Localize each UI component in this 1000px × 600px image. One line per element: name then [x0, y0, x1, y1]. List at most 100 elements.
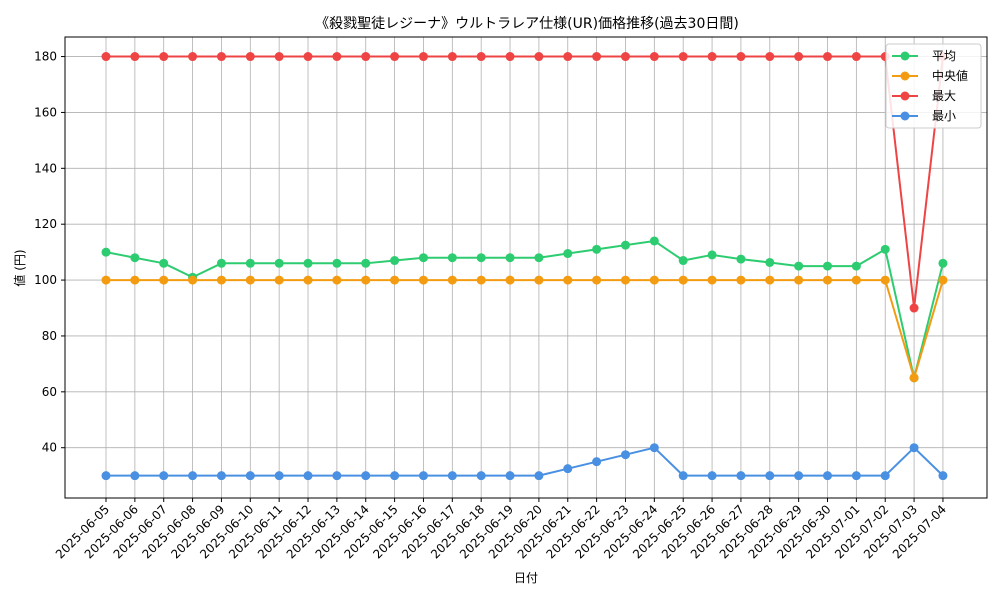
data-point [563, 275, 573, 285]
data-point [620, 275, 630, 285]
data-point [130, 275, 140, 285]
data-point [649, 236, 659, 246]
data-point [736, 52, 746, 62]
data-point [101, 275, 111, 285]
data-point [880, 244, 890, 254]
data-point [880, 471, 890, 481]
data-point [303, 275, 313, 285]
data-point [361, 471, 371, 481]
chart-title: 《殺戮聖徒レジーナ》ウルトラレア仕様(UR)価格推移(過去30日間) [315, 16, 739, 32]
data-point [620, 240, 630, 250]
data-point [678, 471, 688, 481]
data-point [794, 275, 804, 285]
data-point [274, 258, 284, 268]
data-point [476, 275, 486, 285]
data-point [216, 52, 226, 62]
data-point [620, 450, 630, 460]
y-tick-label: 60 [42, 385, 57, 399]
data-point [649, 443, 659, 453]
data-point [274, 52, 284, 62]
y-tick-label: 100 [34, 273, 57, 287]
data-point [447, 275, 457, 285]
data-point [332, 275, 342, 285]
data-point [794, 52, 804, 62]
legend-label: 中央値 [932, 68, 968, 83]
data-point [909, 443, 919, 453]
data-point [707, 471, 717, 481]
legend-marker [900, 111, 910, 121]
data-point [332, 52, 342, 62]
x-axis-label: 日付 [514, 571, 538, 585]
data-point [649, 275, 659, 285]
data-point [159, 258, 169, 268]
data-point [101, 247, 111, 257]
data-point [823, 261, 832, 271]
data-point [216, 471, 226, 481]
data-point [765, 471, 775, 481]
data-point [303, 471, 313, 481]
data-point [736, 471, 746, 481]
y-axis-label: 値 (円) [12, 249, 27, 286]
series-line-0 [105, 239, 944, 379]
data-point [447, 471, 457, 481]
grid [65, 37, 987, 498]
data-point [505, 471, 515, 481]
series-line-3 [106, 446, 944, 477]
data-point [592, 244, 602, 254]
data-point [823, 471, 832, 481]
legend-label: 最大 [932, 89, 956, 103]
data-point [476, 52, 486, 62]
legend-box [885, 43, 982, 129]
data-point [159, 52, 169, 62]
y-tick-label: 160 [34, 105, 57, 119]
series-line-2 [106, 55, 944, 310]
data-point [563, 52, 573, 62]
data-point [130, 471, 140, 481]
data-point [216, 275, 226, 285]
data-point [188, 275, 198, 285]
data-point [851, 471, 861, 481]
data-point [505, 275, 515, 285]
data-point [303, 52, 313, 62]
legend-label: 平均 [932, 49, 956, 63]
data-point [794, 261, 804, 271]
data-point [707, 275, 717, 285]
data-point [880, 275, 890, 285]
data-point [938, 471, 948, 481]
data-point [188, 52, 198, 62]
data-point [390, 471, 400, 481]
data-point [274, 471, 284, 481]
data-point [390, 275, 400, 285]
x-axis-ticks: 2025-06-052025-06-062025-06-072025-06-08… [53, 498, 949, 561]
data-point [938, 258, 948, 268]
data-point [303, 258, 313, 268]
data-point [505, 253, 515, 263]
data-point [563, 249, 573, 259]
data-point [216, 258, 226, 268]
data-point [361, 258, 371, 268]
data-point [101, 52, 111, 62]
data-point [794, 471, 804, 481]
data-point [649, 52, 659, 62]
data-point [736, 254, 746, 264]
data-point [361, 275, 371, 285]
data-point [534, 52, 544, 62]
data-point [476, 471, 486, 481]
series-line-1 [106, 279, 944, 379]
legend-marker [900, 51, 910, 61]
data-point [130, 52, 140, 62]
y-tick-label: 120 [34, 217, 57, 231]
data-point [765, 52, 775, 62]
data-point [130, 253, 140, 263]
data-point [159, 275, 169, 285]
data-point [390, 52, 400, 62]
y-tick-label: 40 [42, 441, 57, 455]
data-point [823, 275, 832, 285]
data-point [851, 275, 861, 285]
data-point [534, 253, 544, 263]
data-point [938, 275, 948, 285]
data-point [361, 52, 371, 62]
data-point [707, 52, 717, 62]
data-point [418, 52, 428, 62]
